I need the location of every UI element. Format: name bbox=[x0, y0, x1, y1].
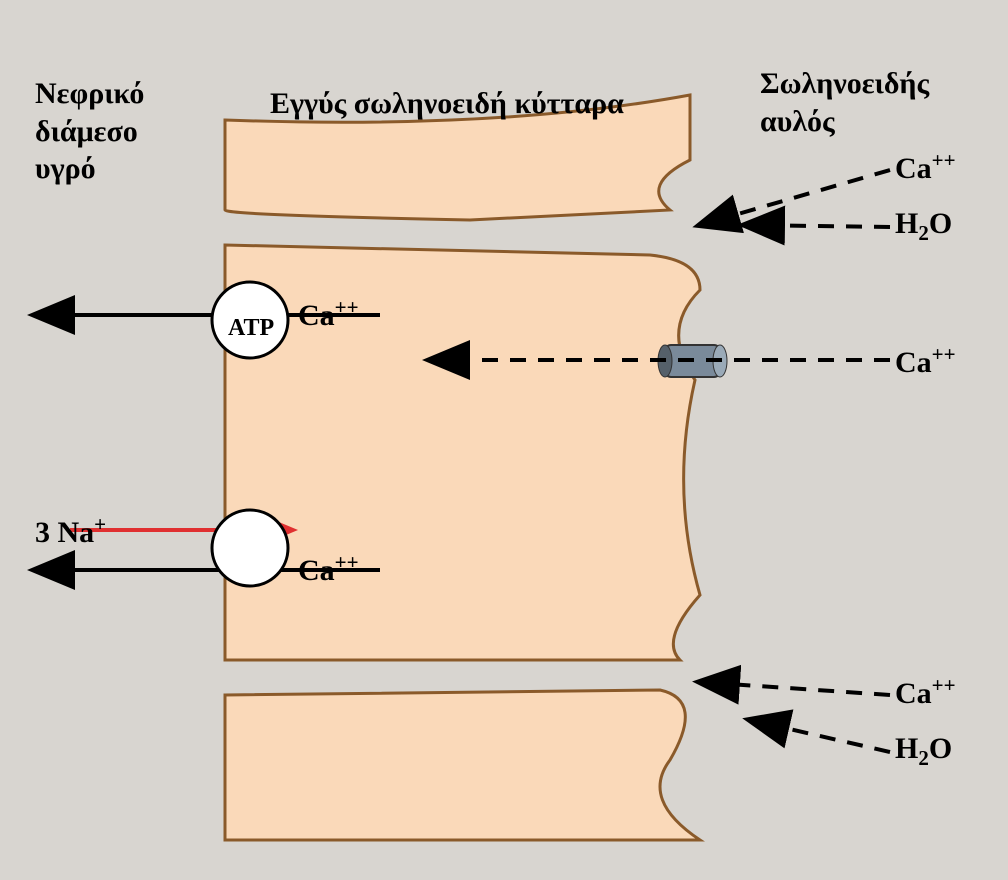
atp-label: ATP bbox=[228, 315, 274, 342]
center-region-label: Εγγύς σωληνοειδή κύτταρα bbox=[270, 85, 624, 123]
top-h2o-label: H2O bbox=[895, 207, 952, 246]
bottom-cell bbox=[225, 690, 700, 840]
top-ca-label: Ca++ bbox=[895, 148, 956, 186]
na3-label: 3 Na+ bbox=[35, 512, 106, 550]
atp-ca-label: Ca++ bbox=[298, 295, 359, 333]
diagram-container: Νεφρικό διάμεσο υγρό Εγγύς σωληνοειδή κύ… bbox=[0, 0, 1008, 880]
na-ca-exchanger bbox=[212, 510, 288, 586]
left-region-label: Νεφρικό διάμεσο υγρό bbox=[35, 75, 144, 188]
bot-h2o-label: H2O bbox=[895, 732, 952, 771]
bot-ca-label: Ca++ bbox=[895, 673, 956, 711]
middle-cell bbox=[225, 245, 700, 660]
mid-ca-right-label: Ca++ bbox=[895, 342, 956, 380]
right-region-label: Σωληνοειδής αυλός bbox=[760, 65, 929, 140]
exch-ca-label: Ca++ bbox=[298, 550, 359, 588]
